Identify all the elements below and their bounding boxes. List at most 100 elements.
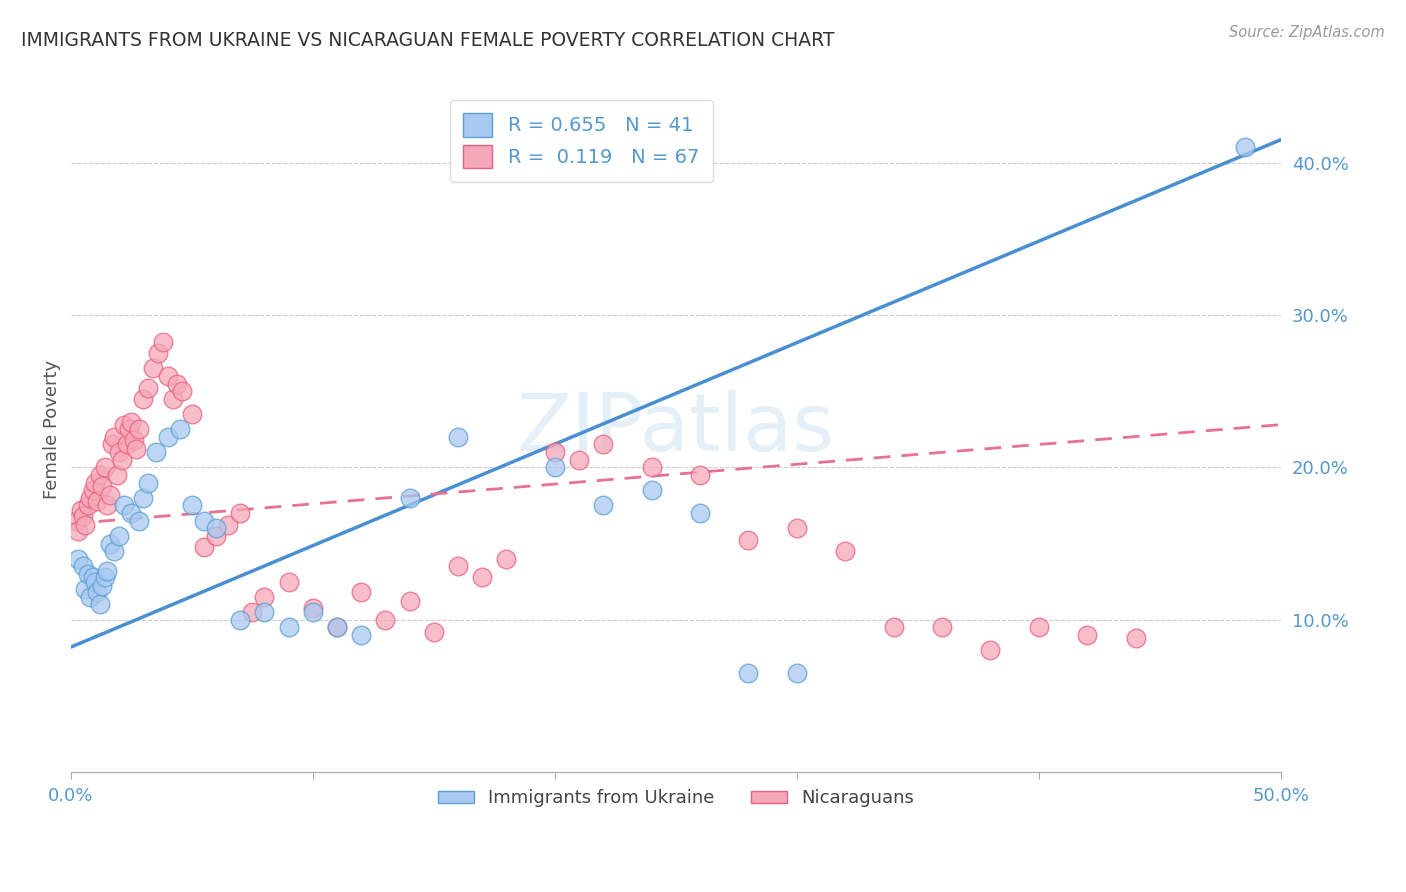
Point — [67, 524, 90, 539]
Point — [447, 430, 470, 444]
Point — [82, 570, 104, 584]
Point — [75, 518, 97, 533]
Point — [1233, 140, 1256, 154]
Point — [84, 574, 107, 589]
Point — [931, 620, 953, 634]
Point — [180, 499, 202, 513]
Text: ZIPatlas: ZIPatlas — [517, 390, 835, 468]
Point — [84, 475, 107, 490]
Point — [103, 544, 125, 558]
Point — [96, 564, 118, 578]
Point — [111, 452, 134, 467]
Point — [398, 491, 420, 505]
Point — [101, 437, 124, 451]
Point — [166, 376, 188, 391]
Point — [86, 585, 108, 599]
Point — [112, 499, 135, 513]
Point — [471, 570, 494, 584]
Point — [1125, 631, 1147, 645]
Point — [94, 460, 117, 475]
Point — [89, 598, 111, 612]
Point — [834, 544, 856, 558]
Point — [495, 551, 517, 566]
Point — [786, 521, 808, 535]
Point — [128, 422, 150, 436]
Point — [193, 540, 215, 554]
Point — [205, 521, 228, 535]
Point — [240, 605, 263, 619]
Point — [229, 506, 252, 520]
Point — [98, 488, 121, 502]
Point — [253, 590, 276, 604]
Point — [544, 445, 567, 459]
Text: Source: ZipAtlas.com: Source: ZipAtlas.com — [1229, 25, 1385, 40]
Legend: Immigrants from Ukraine, Nicaraguans: Immigrants from Ukraine, Nicaraguans — [430, 782, 921, 814]
Point — [302, 600, 325, 615]
Point — [132, 392, 155, 406]
Point — [162, 392, 184, 406]
Point — [146, 346, 169, 360]
Point — [253, 605, 276, 619]
Point — [169, 422, 191, 436]
Point — [689, 506, 711, 520]
Point — [69, 503, 91, 517]
Point — [592, 499, 614, 513]
Point — [302, 605, 325, 619]
Point — [72, 559, 94, 574]
Point — [75, 582, 97, 597]
Point — [118, 422, 141, 436]
Point — [103, 430, 125, 444]
Point — [152, 335, 174, 350]
Point — [423, 624, 446, 639]
Point — [277, 574, 299, 589]
Point — [193, 514, 215, 528]
Point — [120, 415, 142, 429]
Point — [76, 499, 98, 513]
Point — [96, 499, 118, 513]
Point — [72, 509, 94, 524]
Point — [883, 620, 905, 634]
Y-axis label: Female Poverty: Female Poverty — [44, 359, 60, 499]
Point — [94, 570, 117, 584]
Point — [447, 559, 470, 574]
Point — [82, 483, 104, 498]
Point — [108, 445, 131, 459]
Point — [544, 460, 567, 475]
Point — [979, 643, 1001, 657]
Point — [1076, 628, 1098, 642]
Point — [689, 467, 711, 482]
Point — [142, 361, 165, 376]
Point — [76, 566, 98, 581]
Point — [105, 467, 128, 482]
Point — [229, 613, 252, 627]
Point — [65, 514, 87, 528]
Point — [120, 506, 142, 520]
Point — [98, 536, 121, 550]
Point — [180, 407, 202, 421]
Point — [592, 437, 614, 451]
Point — [737, 666, 759, 681]
Point — [79, 491, 101, 505]
Point — [67, 551, 90, 566]
Point — [156, 368, 179, 383]
Point — [217, 518, 239, 533]
Point — [568, 452, 591, 467]
Point — [132, 491, 155, 505]
Point — [640, 483, 662, 498]
Point — [398, 594, 420, 608]
Point — [737, 533, 759, 548]
Point — [350, 585, 373, 599]
Point — [786, 666, 808, 681]
Point — [1028, 620, 1050, 634]
Point — [326, 620, 349, 634]
Point — [277, 620, 299, 634]
Point — [112, 417, 135, 432]
Point — [326, 620, 349, 634]
Point — [89, 467, 111, 482]
Point — [172, 384, 194, 398]
Point — [122, 433, 145, 447]
Point — [136, 381, 159, 395]
Point — [115, 437, 138, 451]
Point — [350, 628, 373, 642]
Point — [145, 445, 167, 459]
